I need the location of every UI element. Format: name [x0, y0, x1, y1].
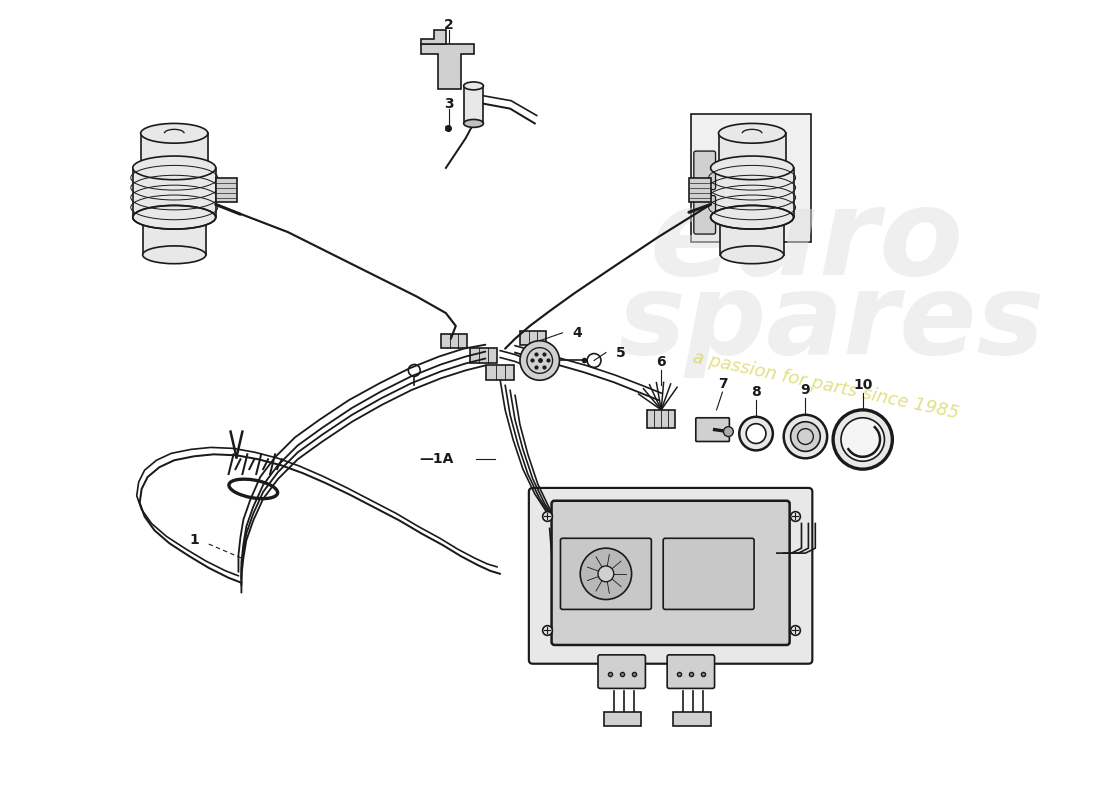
Polygon shape — [421, 30, 446, 45]
Text: 1: 1 — [189, 534, 199, 547]
FancyBboxPatch shape — [570, 526, 600, 541]
Circle shape — [842, 418, 884, 462]
FancyBboxPatch shape — [529, 488, 812, 664]
Circle shape — [833, 410, 892, 469]
FancyBboxPatch shape — [663, 538, 755, 610]
Text: euro: euro — [649, 183, 964, 301]
Ellipse shape — [711, 206, 793, 229]
FancyBboxPatch shape — [486, 365, 514, 380]
Ellipse shape — [133, 156, 216, 180]
Text: 6: 6 — [657, 355, 665, 370]
Text: 9: 9 — [801, 383, 811, 397]
Circle shape — [791, 422, 821, 451]
Text: 4: 4 — [572, 326, 582, 340]
Polygon shape — [689, 178, 711, 202]
Circle shape — [520, 341, 560, 380]
Text: 10: 10 — [852, 378, 872, 392]
Text: 7: 7 — [717, 377, 727, 391]
Ellipse shape — [718, 158, 785, 178]
Text: 5: 5 — [616, 346, 626, 359]
Polygon shape — [718, 134, 785, 168]
Circle shape — [746, 424, 766, 443]
Polygon shape — [143, 218, 206, 254]
FancyBboxPatch shape — [694, 151, 715, 190]
Polygon shape — [216, 178, 238, 202]
FancyBboxPatch shape — [470, 348, 497, 363]
FancyBboxPatch shape — [696, 418, 729, 442]
FancyBboxPatch shape — [694, 195, 715, 234]
FancyBboxPatch shape — [667, 655, 715, 689]
Circle shape — [739, 417, 773, 450]
Ellipse shape — [464, 119, 483, 127]
FancyBboxPatch shape — [604, 712, 641, 726]
Circle shape — [580, 548, 631, 599]
Polygon shape — [421, 45, 473, 89]
Ellipse shape — [143, 246, 206, 264]
Polygon shape — [711, 168, 793, 218]
Text: 3: 3 — [444, 97, 453, 110]
FancyBboxPatch shape — [648, 410, 675, 428]
Ellipse shape — [718, 123, 785, 143]
Polygon shape — [691, 114, 812, 242]
Polygon shape — [141, 134, 208, 168]
Circle shape — [783, 415, 827, 458]
Ellipse shape — [711, 156, 793, 180]
Polygon shape — [133, 168, 216, 218]
Text: spares: spares — [617, 267, 1045, 378]
Ellipse shape — [720, 246, 783, 264]
Circle shape — [598, 566, 614, 582]
FancyBboxPatch shape — [673, 712, 711, 726]
Text: 8: 8 — [751, 385, 761, 399]
Ellipse shape — [141, 158, 208, 178]
Ellipse shape — [141, 123, 208, 143]
FancyBboxPatch shape — [441, 334, 466, 348]
Text: a passion for parts since 1985: a passion for parts since 1985 — [691, 348, 961, 422]
FancyBboxPatch shape — [540, 511, 570, 526]
Ellipse shape — [464, 82, 483, 90]
FancyBboxPatch shape — [520, 331, 546, 345]
FancyBboxPatch shape — [598, 655, 646, 689]
Polygon shape — [464, 86, 483, 123]
Text: —1A: —1A — [419, 452, 454, 466]
Polygon shape — [720, 218, 783, 254]
FancyBboxPatch shape — [561, 538, 651, 610]
Text: 2: 2 — [444, 18, 453, 32]
Circle shape — [724, 426, 734, 437]
FancyBboxPatch shape — [551, 501, 790, 645]
Ellipse shape — [133, 206, 216, 229]
